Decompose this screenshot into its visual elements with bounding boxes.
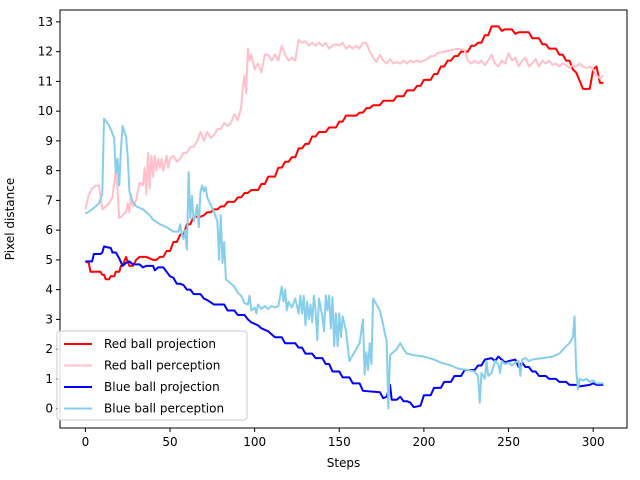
plot-frame (59, 9, 628, 429)
legend: Red ball projection Red ball perception Bl… (56, 330, 248, 421)
y-tick-label: 12 (38, 45, 53, 59)
x-axis-label: Steps (327, 456, 361, 470)
legend-entry-2: Red ball perception (104, 359, 220, 373)
series-lines (84, 25, 604, 410)
y-tick-label: 7 (45, 193, 53, 207)
y-tick-label: 10 (38, 104, 53, 118)
legend-entry-1: Red ball projection (104, 337, 216, 351)
x-axis-ticks: 0 50 100 150 200 250 300 (82, 428, 605, 449)
x-tick-label: 0 (82, 435, 90, 449)
y-tick-label: 1 (45, 372, 53, 386)
legend-box (56, 330, 248, 421)
legend-entry-3: Blue ball projection (104, 380, 220, 394)
y-tick-label: 2 (45, 342, 53, 356)
legend-entry-4: Blue ball perception (104, 402, 224, 416)
x-tick-label: 150 (328, 435, 351, 449)
x-tick-label: 50 (162, 435, 177, 449)
y-tick-label: 6 (45, 223, 53, 237)
y-tick-label: 0 (45, 402, 53, 416)
y-tick-label: 11 (38, 74, 53, 88)
y-tick-label: 8 (45, 164, 53, 178)
x-tick-label: 100 (243, 435, 266, 449)
y-tick-label: 4 (45, 283, 53, 297)
x-tick-label: 200 (412, 435, 435, 449)
y-tick-label: 3 (45, 312, 53, 326)
y-axis-label: Pixel distance (3, 178, 17, 260)
y-tick-label: 9 (45, 134, 53, 148)
y-tick-label: 13 (38, 15, 53, 29)
series-line-1 (84, 25, 604, 281)
series-line-2 (84, 38, 604, 220)
y-tick-label: 5 (45, 253, 53, 267)
series-line-4 (84, 117, 604, 410)
x-tick-label: 250 (497, 435, 520, 449)
x-tick-label: 300 (582, 435, 605, 449)
